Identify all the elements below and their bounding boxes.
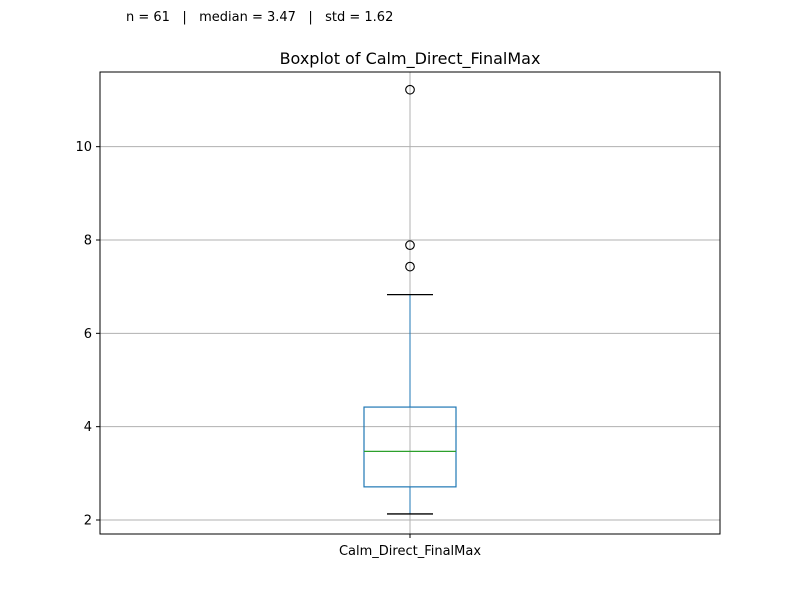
outlier-point [405,261,415,272]
iqr-box [363,406,457,488]
y-tick-label: 2 [84,514,92,529]
outlier-point [405,240,415,250]
box-layer [363,84,457,515]
y-tick-label: 6 [84,327,92,342]
outlier-point [405,84,415,95]
axis-layer: 2 4 6 8 10 Calm_Direct_FinalMax [75,140,481,559]
chart-title: Boxplot of Calm_Direct_FinalMax [280,49,541,69]
x-tick-label: Calm_Direct_FinalMax [339,544,481,559]
y-tick-label: 10 [75,140,92,155]
y-tick-label: 4 [84,420,92,435]
stats-summary: n = 61 | median = 3.47 | std = 1.62 [126,10,394,25]
y-tick-label: 8 [84,234,92,249]
